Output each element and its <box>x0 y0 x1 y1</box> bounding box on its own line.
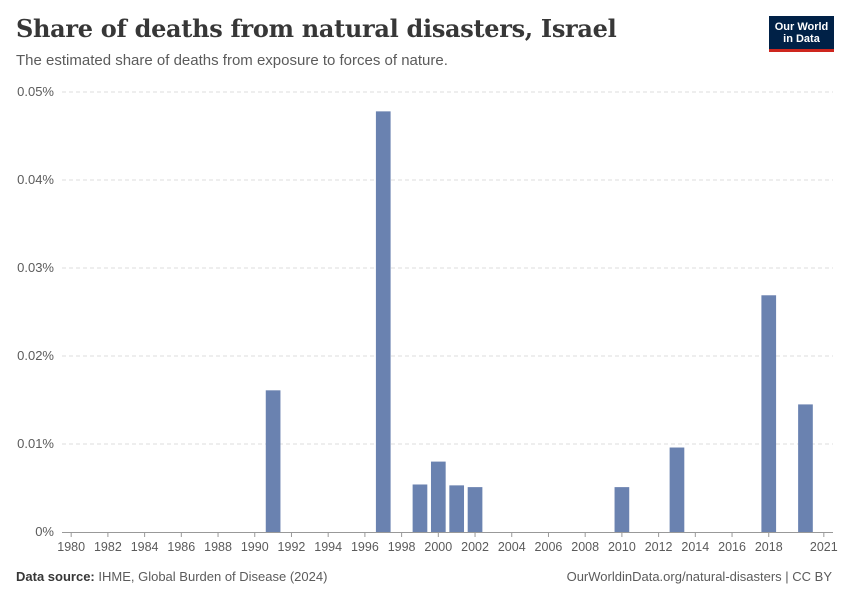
x-tick-label: 2014 <box>681 540 709 554</box>
y-tick-label: 0.05% <box>17 84 54 99</box>
bar-1999 <box>412 484 428 532</box>
bar-2001 <box>449 485 465 532</box>
x-tick-label: 2006 <box>535 540 563 554</box>
x-tick-label: 1988 <box>204 540 232 554</box>
x-tick-label: 1992 <box>278 540 306 554</box>
x-tick-label: 2021 <box>810 540 838 554</box>
data-source-link[interactable]: IHME, Global Burden of Disease (2024) <box>98 569 328 584</box>
data-source-label: Data source: <box>16 569 95 584</box>
y-tick-label: 0.02% <box>17 348 54 363</box>
x-tick-label: 1982 <box>94 540 122 554</box>
y-tick-label: 0.03% <box>17 260 54 275</box>
owid-logo[interactable]: Our World in Data <box>769 16 834 52</box>
bar-2013 <box>669 447 685 532</box>
logo-line-2: in Data <box>783 33 820 45</box>
x-tick-label: 2018 <box>755 540 783 554</box>
x-tick-label: 1986 <box>167 540 195 554</box>
x-tick-label: 1998 <box>388 540 416 554</box>
bar-2020 <box>798 404 813 532</box>
bar-2018 <box>761 295 777 532</box>
x-tick-label: 1984 <box>131 540 159 554</box>
source-url[interactable]: OurWorldinData.org/natural-disasters | C… <box>566 569 832 584</box>
x-tick-label: 2008 <box>571 540 599 554</box>
chart-title: Share of deaths from natural disasters, … <box>16 14 617 43</box>
bar-1997 <box>375 111 391 533</box>
x-tick-label: 2016 <box>718 540 746 554</box>
y-tick-label: 0.04% <box>17 172 54 187</box>
x-tick-label: 2012 <box>645 540 673 554</box>
logo-line-1: Our World <box>774 21 829 33</box>
bar-2000 <box>430 461 446 532</box>
x-tick-label: 2000 <box>424 540 452 554</box>
x-tick-label: 1994 <box>314 540 342 554</box>
chart-subtitle: The estimated share of deaths from expos… <box>16 52 448 69</box>
x-tick-label: 2004 <box>498 540 526 554</box>
bar-2002 <box>467 487 483 532</box>
x-tick-label: 1990 <box>241 540 269 554</box>
x-tick-label: 2002 <box>461 540 489 554</box>
bar-2010 <box>614 487 630 532</box>
y-tick-label: 0% <box>35 524 54 539</box>
x-tick-label: 1996 <box>351 540 379 554</box>
data-source: Data source: IHME, Global Burden of Dise… <box>16 569 327 584</box>
y-tick-label: 0.01% <box>17 436 54 451</box>
bar-1991 <box>265 390 281 532</box>
x-tick-label: 2010 <box>608 540 636 554</box>
x-tick-label: 1980 <box>57 540 85 554</box>
